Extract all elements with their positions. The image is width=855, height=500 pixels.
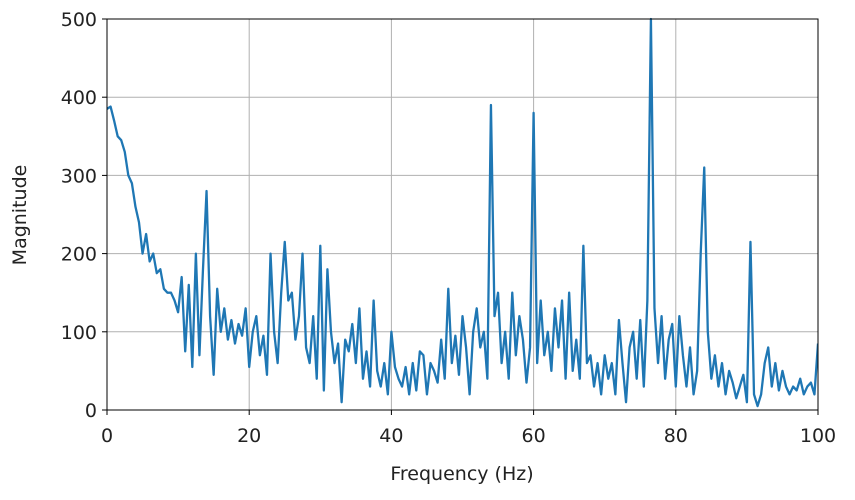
x-axis-label: Frequency (Hz): [390, 463, 533, 485]
y-tick-label: 300: [61, 165, 97, 187]
y-tick-label: 400: [61, 87, 97, 109]
x-tick-label: 80: [664, 425, 688, 447]
x-tick-label: 60: [522, 425, 546, 447]
data-line: [107, 17, 818, 408]
y-axis-label: Magnitude: [9, 165, 31, 266]
x-tick-label: 0: [101, 425, 113, 447]
x-tick-label: 20: [237, 425, 261, 447]
y-tick-label: 500: [61, 9, 97, 31]
y-tick-label: 100: [61, 322, 97, 344]
y-tick-label: 200: [61, 244, 97, 266]
plot-frame: [106, 18, 819, 411]
x-tick-label: 40: [379, 425, 403, 447]
x-tick-label: 100: [800, 425, 836, 447]
y-tick-label: 0: [85, 400, 97, 422]
